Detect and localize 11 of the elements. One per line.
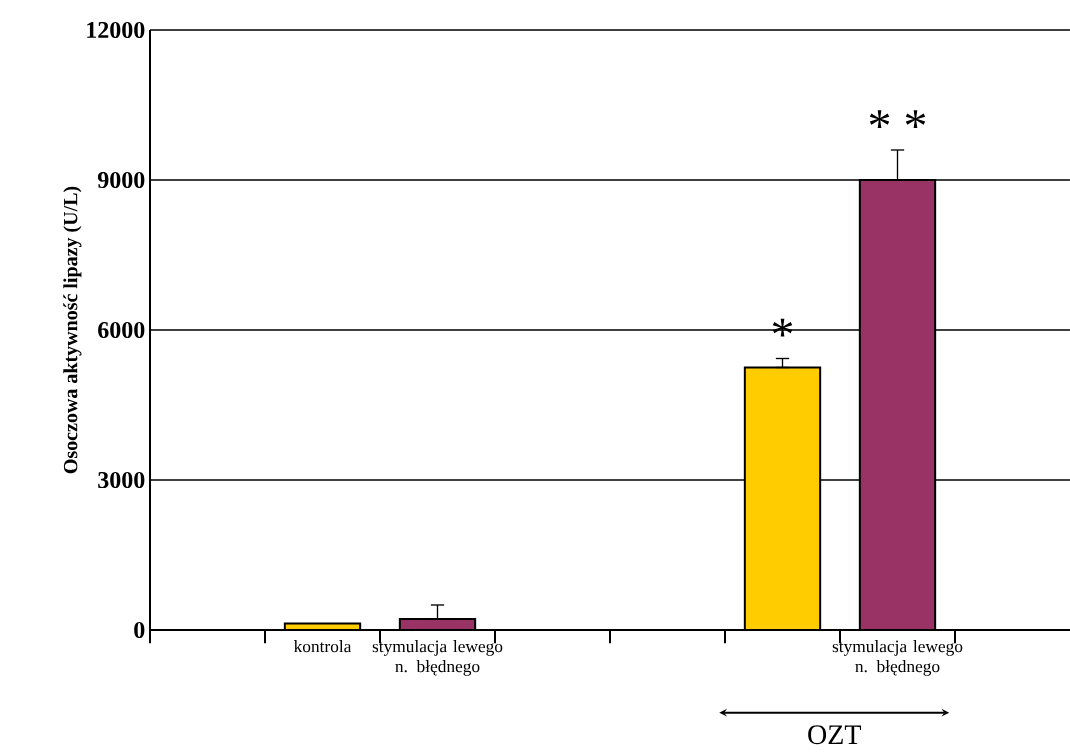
x-tick-label: kontrola [293,640,352,653]
y-tick-label: 9000 [97,171,145,189]
x-tick-label: stymulacja lewego n. błędnego [372,640,503,676]
y-tick-label: 0 [134,621,145,639]
text: OZT [808,725,862,745]
y-tick-label: 12000 [87,21,145,39]
data-label: * * [869,110,926,128]
x-tick-label: stymulacja lewego n. błędnego [832,640,963,676]
y-axis-title: Osoczowa aktywność lipazy (U/L) [63,186,82,474]
y-tick-label: 6000 [98,321,145,339]
y-tick-label: 3000 [98,471,145,489]
